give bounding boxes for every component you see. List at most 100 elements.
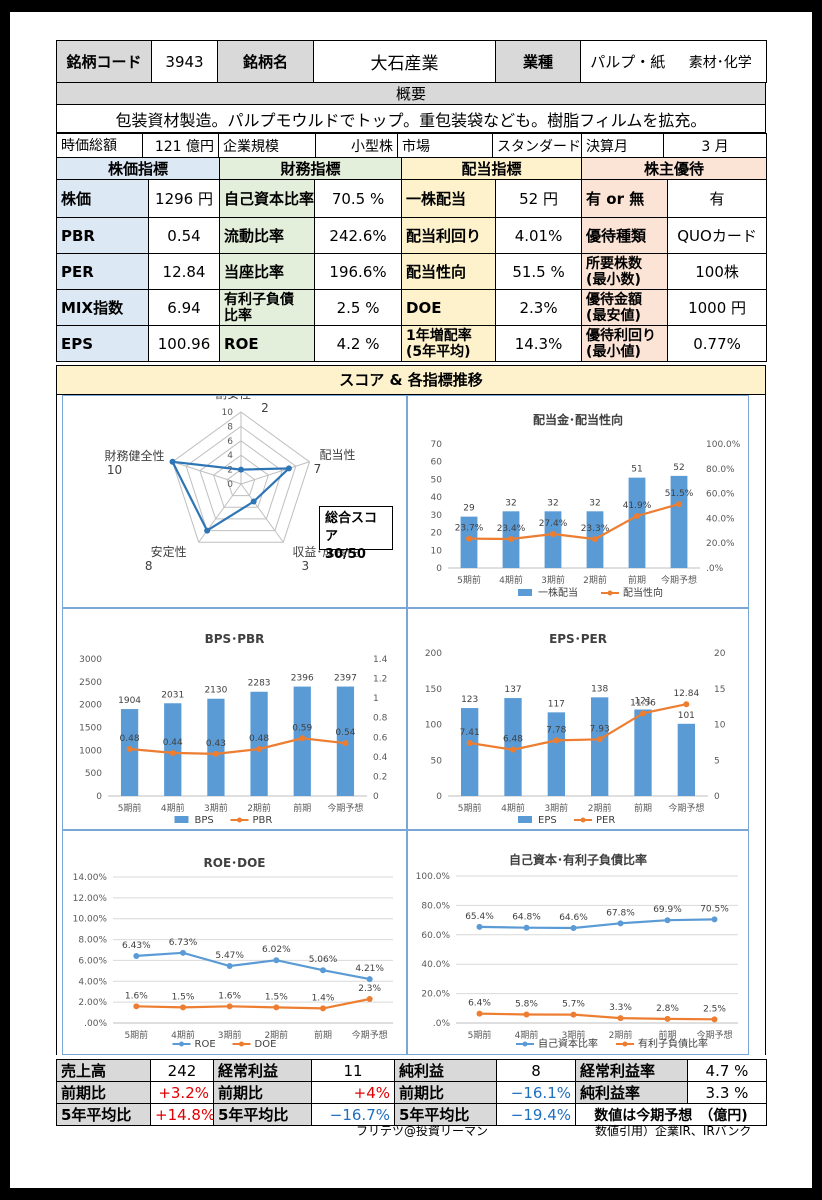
roe-chart-box: ROE･DOE .00% 2.00% 4.00% 6.00% 8.00% 10.00% 12.… [62,830,407,1055]
y-tick-label: 0 [436,564,442,574]
fin-label-2: 当座比率 [219,253,316,290]
total-score-value: 30/50 [325,547,366,562]
line-label: 6.02% [262,945,291,955]
op-yoy: +4% [311,1081,395,1104]
y2-tick-label: 0 [714,792,720,802]
bar [164,703,182,796]
x-tick-label: 3期前 [541,574,565,586]
radar-tick-label: 4 [227,451,233,461]
mcap-value: 121 億円 [142,133,219,158]
line-point [212,750,219,757]
bar [250,691,268,796]
net-avg-label: 5年平均比 [394,1103,497,1126]
dividend-chart: 配当金･配当性向 0 10 20 30 40 50 60 70 .0% 20.0% 40.0% 60.0… [431,412,741,599]
y-tick-label: 60.0% [421,931,450,941]
line-label: 6.73% [169,938,198,948]
line-label: 2.8% [656,1004,679,1014]
legend-label: PBR [253,815,273,826]
section-yutai: 株主優待 [581,157,768,180]
legend-swatch [174,816,189,823]
line-label: 7.78 [546,725,566,735]
series-line [136,951,370,981]
y-tick-label: 100 [425,721,442,731]
line-point [320,967,326,974]
x-tick-label: 4期前 [515,1029,539,1041]
x-tick-label: 2期前 [609,1029,633,1041]
legend-marker [607,590,613,596]
x-tick-label: 5期前 [118,802,142,814]
y-tick-label: 100.0% [416,872,451,882]
radar-axis-label: 安定性 [151,544,187,559]
header-table: 銘柄コード 3943 銘柄名 大石産業 業種 パルプ・紙 素材･化学 [56,40,767,83]
line-point [508,535,514,542]
radar-tick-label: 10 [222,408,234,418]
line-label: 1.6% [218,991,241,1001]
line-point [466,535,472,542]
section-fin: 財務指標 [219,157,403,180]
score-title-bar: スコア & 各指標推移 [56,365,766,395]
net-yoy-label: 前期比 [394,1081,497,1104]
y2-tick-label: 0.6 [373,733,388,743]
legend-label: BPS [195,815,214,826]
line-label: 7.93 [590,724,610,734]
net-yoy: −16.1% [496,1081,576,1104]
code-value: 3943 [151,40,218,83]
y-tick-label: 8.00% [78,936,107,946]
line-point [273,1004,280,1011]
bar [670,475,688,568]
y2-tick-label: 10 [714,721,726,731]
line-label: 23.7% [455,524,484,534]
line-point [476,1010,483,1017]
bar [544,511,562,568]
indicator-table: 株価指標 財務指標 配当指標 株主優待 株価 1296 円自己資本比率 70.5 %… [55,157,768,362]
y2-tick-label: .0% [706,564,724,574]
yutai-value-1: QUOカード [667,217,768,254]
div-label-2: 配当性向 [401,253,497,290]
sales-yoy: +3.2% [150,1081,214,1104]
legend-label: EPS [538,815,557,826]
radar-tick-label: 6 [227,437,233,447]
source-credit: 数値引用）企業IR、IRバンク [595,1124,752,1138]
radar-series-line [170,460,292,533]
line-label: 27.4% [539,519,568,529]
x-tick-label: 前期 [634,802,652,814]
x-tick-label: 前期 [658,1029,676,1041]
line-label: 2.5% [703,1004,726,1014]
stock-label-3: MIX指数 [56,289,149,326]
bar [677,723,695,796]
radar-tick-label: 8 [227,422,233,432]
bar-label: 32 [505,498,516,508]
line-point [570,925,577,932]
x-tick-label: 3期前 [218,1029,242,1041]
yutai-value-4: 0.77% [667,325,768,362]
radar-axis-value: 2 [261,401,269,415]
y-tick-label: 0 [96,792,102,802]
radar-point [204,527,211,534]
chart-title: 配当金･配当性向 [533,412,623,427]
line-point [180,1004,186,1011]
y2-tick-label: 15 [714,685,725,695]
overview-table: 概要 包装資材製造。パルプモウルドでトップ。重包装袋なども。樹脂フィルムを拡充。 [56,82,766,133]
y-tick-label: 40.0% [421,960,450,970]
bar-label: 123 [461,695,478,705]
y-tick-label: .0% [433,1019,451,1029]
legend-label: 一株配当 [538,586,578,599]
line-point [273,957,280,964]
line-point [553,737,560,744]
yutai-value-3: 1000 円 [667,289,768,326]
npm-value: 3.3 % [687,1081,767,1104]
op-yoy-label: 前期比 [213,1081,312,1104]
bar-label: 52 [673,463,684,473]
bar [207,698,225,796]
y-tick-label: 10 [431,546,443,556]
line-label: 67.8% [606,908,635,918]
fin-label-3: 有利子負債 比率 [219,289,316,326]
opm-label: 経常利益率 [575,1059,688,1082]
y-tick-label: 1500 [79,724,102,734]
fin-label-0: 自己資本比率 [219,179,316,218]
div-label-0: 一株配当 [401,179,497,218]
legend-marker [622,1041,628,1047]
y-tick-label: .00% [84,1019,107,1029]
author-credit: フリテツ@投資リーマン [356,1124,489,1138]
x-tick-label: 今期予想 [327,802,363,814]
